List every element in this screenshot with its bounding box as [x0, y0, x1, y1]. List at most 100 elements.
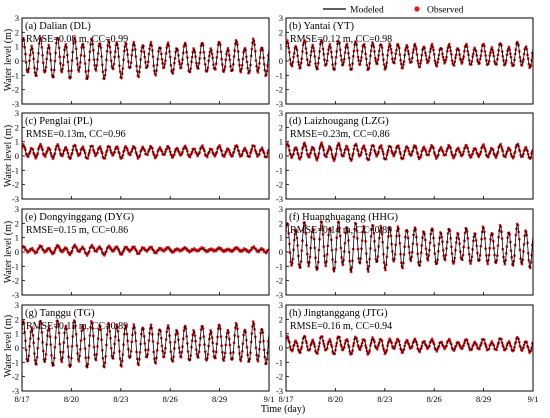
y-tick-label: -2 [12, 372, 19, 382]
observed-point [388, 42, 391, 45]
ylabel-row-3: Water level (m) [3, 221, 14, 284]
panel-3: -3 -2 -1 0 1 2 3 (c) Penglai (PL) RMSE=0.13m, CC… [12, 108, 270, 204]
observed-point [40, 245, 44, 248]
y-tick-label: 0 [279, 56, 283, 66]
y-tick-label: -2 [12, 276, 19, 286]
observed-point [393, 347, 396, 351]
y-tick-label: 0 [279, 343, 283, 353]
panel-stats: RMSE=0.13m, CC=0.96 [26, 129, 126, 140]
panel-title: (f) Huanghuagang (HHG) [289, 212, 399, 223]
observed-point [149, 40, 153, 44]
panel-stats: RMSE=0.15 m, CC=0.86 [26, 225, 128, 236]
y-tick-label: 0 [15, 151, 19, 161]
observed-point [495, 348, 498, 352]
x-tick-label: 8/29 [212, 394, 227, 404]
y-tick-label: -1 [12, 261, 19, 271]
y-tick-label: 3 [15, 204, 19, 214]
modeled-line [286, 220, 533, 273]
observed-point [132, 40, 136, 44]
panel-8: -3 -2 -1 0 1 2 3 8/17 8/20 8/23 8/26 8/29 9/1 (h) Jin… [276, 300, 539, 404]
y-tick-label: -3 [276, 290, 283, 300]
observed-point [396, 225, 400, 228]
y-tick-label: -3 [276, 386, 283, 396]
ylabel-row-1: Water level (m) [3, 29, 14, 92]
observed-point [328, 42, 332, 46]
y-tick-label: 3 [15, 108, 19, 118]
modeled-line [286, 143, 533, 161]
x-tick-label: 8/20 [64, 394, 79, 404]
y-tick-label: -1 [276, 70, 283, 80]
observed-point [137, 252, 141, 256]
y-tick-label: -3 [276, 194, 283, 204]
series-group [286, 334, 533, 356]
y-tick-label: 2 [15, 218, 19, 228]
observed-point [315, 158, 319, 162]
observed-point [30, 44, 33, 48]
y-tick-label: -1 [12, 70, 19, 80]
y-tick-label: 2 [15, 314, 19, 324]
xlabel: Time (day) [261, 404, 305, 415]
modeled-line [22, 319, 269, 369]
y-tick-label: 0 [15, 343, 19, 353]
observed-point [325, 155, 328, 159]
y-tick-label: 1 [15, 42, 19, 52]
y-tick-label: 2 [279, 314, 283, 324]
y-tick-label: 0 [279, 151, 283, 161]
observed-point [478, 347, 481, 351]
y-tick-label: -2 [276, 276, 283, 286]
legend: Modeled Observed [323, 6, 464, 16]
observed-point [209, 47, 213, 50]
observed-point [146, 153, 149, 157]
observed-point [132, 323, 136, 326]
ylabel-row-4: Water level (m) [3, 315, 14, 378]
observed-point [490, 45, 494, 49]
y-tick-label: 1 [15, 137, 19, 147]
panel-1: -3 -2 -1 0 1 2 3 (a) Dalian (DL) RMSE=0.08 m, CC… [12, 13, 270, 109]
series-group [286, 39, 533, 72]
y-tick-label: -1 [12, 165, 19, 175]
x-tick-label: 8/20 [328, 394, 343, 404]
observed-point [28, 249, 31, 253]
panel-5: -3 -2 -1 0 1 2 3 (e) Dongyinggang (DYG) RMSE=0.1… [12, 204, 270, 300]
panel-2: -3 -2 -1 0 1 2 3 (b) Yantai (YT) RMSE=0.12 m, CC… [276, 13, 534, 109]
y-tick-label: 1 [279, 137, 283, 147]
legend-observed-marker [414, 6, 420, 12]
panel-4: -3 -2 -1 0 1 2 3 (d) Laizhougang (LZG) RMSE=0.23… [276, 108, 534, 204]
y-tick-label: 0 [15, 56, 19, 66]
y-tick-label: 3 [15, 300, 19, 310]
panel-title: (a) Dalian (DL) [25, 21, 91, 32]
series-group [22, 243, 269, 257]
y-tick-label: 2 [15, 122, 19, 132]
ylabel-row-2: Water level (m) [3, 125, 14, 188]
legend-modeled-label: Modeled [350, 6, 384, 16]
observed-point [286, 39, 289, 42]
observed-point [129, 153, 132, 157]
y-tick-label: 3 [279, 204, 283, 214]
x-tick-label: 8/17 [278, 394, 293, 404]
observed-point [23, 245, 27, 249]
observed-point [469, 262, 472, 265]
modeled-line [286, 40, 533, 71]
y-tick-label: -2 [276, 180, 283, 190]
y-tick-label: 2 [15, 27, 19, 37]
y-tick-label: 0 [15, 247, 19, 257]
modeled-line [22, 36, 269, 81]
x-tick-label: 8/26 [427, 394, 442, 404]
y-tick-label: -2 [276, 372, 283, 382]
x-tick-label: 8/23 [377, 394, 392, 404]
panel-stats: RMSE=0.12 m, CC=0.98 [290, 34, 392, 45]
x-tick-label: 8/23 [113, 394, 128, 404]
y-tick-label: -1 [12, 357, 19, 367]
y-tick-label: 2 [279, 218, 283, 228]
panel-title: (c) Penglai (PL) [25, 116, 93, 127]
series-group [22, 36, 269, 81]
y-tick-label: 2 [279, 27, 283, 37]
panel-stats: RMSE=0.16 m, CC=0.94 [290, 321, 392, 332]
y-tick-label: 3 [279, 300, 283, 310]
x-tick-label: 8/29 [476, 394, 491, 404]
y-tick-label: -1 [276, 165, 283, 175]
y-tick-label: -2 [276, 85, 283, 95]
panel-stats: RMSE=0.08 m, CC=0.99 [26, 34, 128, 45]
modeled-line [22, 245, 269, 256]
